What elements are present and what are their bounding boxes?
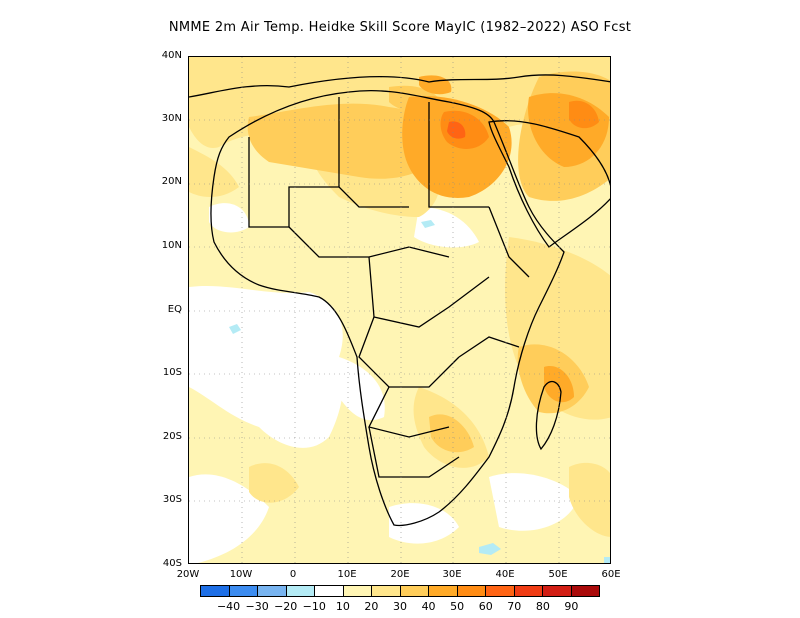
colorbar-tick-label: 90 <box>564 600 579 613</box>
colorbar-swatch <box>286 586 315 596</box>
lat-label-40n: 40N <box>161 50 182 61</box>
colorbar-tick-label: −30 <box>245 600 269 613</box>
colorbar-tick-label: 30 <box>393 600 407 613</box>
colorbar-swatch <box>315 586 344 596</box>
colorbar-swatch <box>372 586 401 596</box>
colorbar-swatch <box>343 586 372 596</box>
negative-skill-spots <box>229 220 610 563</box>
lat-label-eq: EQ <box>167 304 182 315</box>
skill-60-70 <box>447 121 466 139</box>
colorbar-swatch <box>201 586 230 596</box>
lon-label-0: 0 <box>289 569 297 580</box>
skill-score-map <box>189 57 610 563</box>
colorbar-swatch <box>514 586 543 596</box>
chart-title: NMME 2m Air Temp. Heidke Skill Score May… <box>168 20 632 35</box>
colorbar-tick-label: 50 <box>450 600 465 613</box>
colorbar-swatch <box>571 586 599 596</box>
colorbar-swatch <box>258 586 287 596</box>
lon-label-20w: 20W <box>176 569 200 580</box>
lat-label-40s: 40S <box>162 558 182 569</box>
lon-label-10w: 10W <box>229 569 253 580</box>
colorbar-tick-label: −20 <box>274 600 298 613</box>
lat-label-30s: 30S <box>162 494 182 505</box>
lat-label-20s: 20S <box>162 431 182 442</box>
colorbar-swatch <box>429 586 458 596</box>
colorbar-tick-label: 20 <box>364 600 379 613</box>
lat-label-20n: 20N <box>161 176 182 187</box>
colorbar-swatch <box>486 586 515 596</box>
lon-label-50e: 50E <box>548 569 568 580</box>
colorbar-swatch <box>543 586 572 596</box>
coastlines-and-borders <box>189 74 610 527</box>
colorbar <box>200 585 600 597</box>
colorbar-tick-label: 70 <box>507 600 522 613</box>
lat-label-30n: 30N <box>161 113 182 124</box>
map-frame <box>188 56 611 564</box>
skill-50-60 <box>440 100 599 149</box>
colorbar-tick-label: 40 <box>421 600 436 613</box>
lon-label-60e: 60E <box>601 569 621 580</box>
lat-label-10s: 10S <box>162 367 182 378</box>
colorbar-tick-label: 80 <box>535 600 550 613</box>
lon-label-30e: 30E <box>442 569 462 580</box>
no-skill-regions <box>189 203 579 563</box>
colorbar-swatch <box>400 586 429 596</box>
grid-lines <box>189 57 610 563</box>
colorbar-swatch <box>457 586 486 596</box>
colorbar-tick-label: 10 <box>335 600 350 613</box>
lon-label-10e: 10E <box>337 569 357 580</box>
lat-label-10n: 10N <box>161 240 182 251</box>
colorbar-tick-label: −40 <box>216 600 241 613</box>
colorbar-swatch <box>229 586 258 596</box>
colorbar-tick-label: −10 <box>302 600 326 613</box>
lon-label-40e: 40E <box>495 569 515 580</box>
colorbar-tick-label: 60 <box>478 600 493 613</box>
lon-label-20e: 20E <box>390 569 410 580</box>
